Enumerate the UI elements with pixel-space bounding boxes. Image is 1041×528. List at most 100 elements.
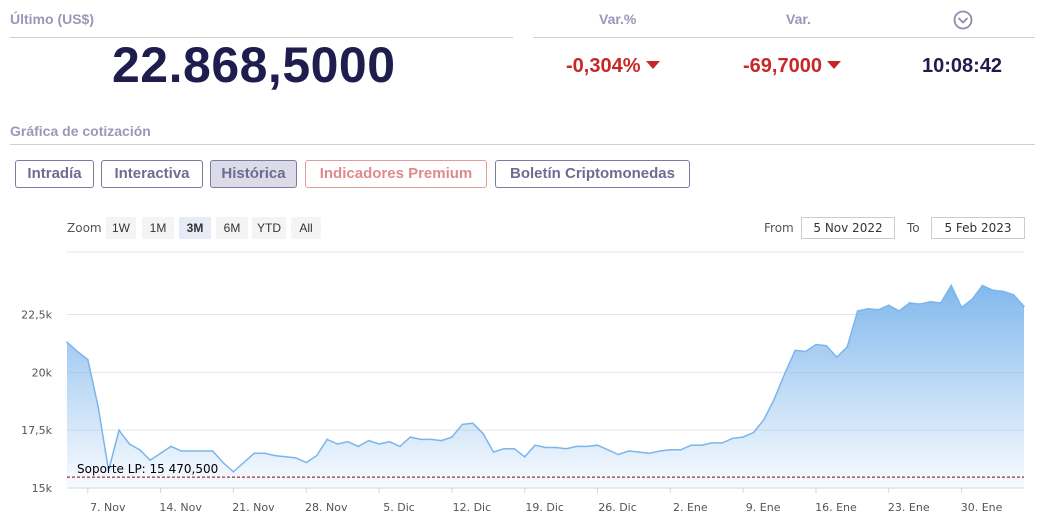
data-point <box>679 449 682 451</box>
data-point <box>139 449 141 451</box>
zoom-6m-button[interactable]: 6M <box>216 217 248 239</box>
data-point <box>513 447 516 450</box>
data-point <box>773 398 776 400</box>
price-area <box>67 285 1024 488</box>
data-point <box>617 453 620 456</box>
data-point <box>752 431 755 434</box>
x-tick-label: 21. Nov <box>232 501 275 514</box>
data-point <box>274 454 276 457</box>
tab-boletin-criptomonedas[interactable]: Boletín Criptomonedas <box>495 160 690 188</box>
data-point <box>784 372 786 375</box>
x-tick-label: 9. Ene <box>746 501 781 514</box>
x-tick-label: 19. Dic <box>525 501 564 514</box>
data-point <box>992 289 994 292</box>
support-label: Soporte LP: 15 470,500 <box>77 462 218 476</box>
down-arrow-icon <box>826 61 841 69</box>
tab-indicadores-premium[interactable]: Indicadores Premium <box>305 160 487 188</box>
data-point <box>565 447 568 450</box>
data-point <box>721 442 724 444</box>
y-tick-label: 20k <box>32 366 53 379</box>
var-pct-value: -0,304% <box>566 55 660 78</box>
from-date-input[interactable]: 5 Nov 2022 <box>801 217 895 239</box>
data-point <box>586 445 588 448</box>
to-date-input[interactable]: 5 Feb 2023 <box>931 217 1025 239</box>
zoom-1m-button[interactable]: 1M <box>142 217 174 239</box>
data-point <box>253 452 255 455</box>
y-tick-label: 15k <box>32 482 53 495</box>
data-point <box>367 439 370 442</box>
data-point <box>76 350 79 353</box>
chevron-down-circle-icon[interactable] <box>953 10 973 30</box>
data-point <box>815 343 817 346</box>
header-divider-left <box>10 37 513 38</box>
tab-interactiva[interactable]: Interactiva <box>101 160 203 188</box>
zoom-1w-button[interactable]: 1W <box>106 217 136 239</box>
data-point <box>357 445 360 448</box>
var-value: -69,7000 <box>743 55 841 78</box>
header-divider-right <box>533 37 1035 38</box>
data-point <box>97 406 99 408</box>
data-point <box>440 439 443 442</box>
zoom-ytd-button[interactable]: YTD <box>252 217 286 239</box>
data-point <box>648 452 651 455</box>
data-point <box>201 450 203 452</box>
data-point <box>877 309 880 311</box>
x-tick-label: 2. Ene <box>673 501 708 514</box>
x-tick-label: 30. Ene <box>961 501 1003 514</box>
data-point <box>409 436 412 438</box>
data-point <box>399 445 401 448</box>
data-point <box>981 284 984 287</box>
var-pct-text: -0,304% <box>566 55 641 77</box>
data-point <box>222 461 224 464</box>
x-tick-label: 23. Ene <box>888 501 930 514</box>
data-point <box>575 445 578 448</box>
data-point <box>607 449 609 451</box>
data-point <box>159 452 162 455</box>
y-tick-label: 22,5k <box>21 308 52 321</box>
data-point <box>856 310 859 312</box>
x-tick-label: 26. Dic <box>598 501 637 514</box>
data-point <box>794 349 796 352</box>
data-point <box>700 444 703 447</box>
x-tick-label: 5. Dic <box>383 501 415 514</box>
last-price: 22.868,5000 <box>112 37 396 93</box>
data-point <box>430 438 432 441</box>
data-point <box>180 450 183 452</box>
data-point <box>295 457 297 459</box>
data-point <box>1002 290 1004 293</box>
var-text: -69,7000 <box>743 55 822 77</box>
var-pct-label: Var.% <box>599 11 637 27</box>
data-point <box>336 443 339 445</box>
data-point <box>118 429 120 432</box>
data-point <box>919 303 921 305</box>
data-point <box>419 438 422 441</box>
to-label: To <box>907 221 920 235</box>
zoom-3m-button[interactable]: 3M <box>179 217 211 239</box>
zoom-all-button[interactable]: All <box>291 217 321 239</box>
data-point <box>971 298 973 301</box>
y-tick-label: 17,5k <box>21 424 52 437</box>
data-point <box>170 445 172 448</box>
x-tick-label: 16. Ene <box>815 501 857 514</box>
data-point <box>471 422 474 425</box>
data-point <box>731 437 734 440</box>
data-point <box>211 450 214 452</box>
quote-time: 10:08:42 <box>922 55 1003 77</box>
data-point <box>960 306 963 309</box>
data-point <box>388 440 391 443</box>
data-point <box>107 469 110 472</box>
tab-intradia[interactable]: Intradía <box>15 160 94 188</box>
data-point <box>66 341 68 344</box>
data-point <box>555 446 557 449</box>
tab-historica[interactable]: Histórica <box>210 160 297 188</box>
var-label: Var. <box>786 11 811 27</box>
data-point <box>846 346 848 348</box>
x-tick-label: 28. Nov <box>305 501 348 514</box>
data-point <box>804 350 807 353</box>
data-point <box>908 302 911 304</box>
data-point <box>638 451 640 453</box>
data-point <box>492 451 495 453</box>
data-point <box>669 449 672 451</box>
data-point <box>763 418 765 421</box>
